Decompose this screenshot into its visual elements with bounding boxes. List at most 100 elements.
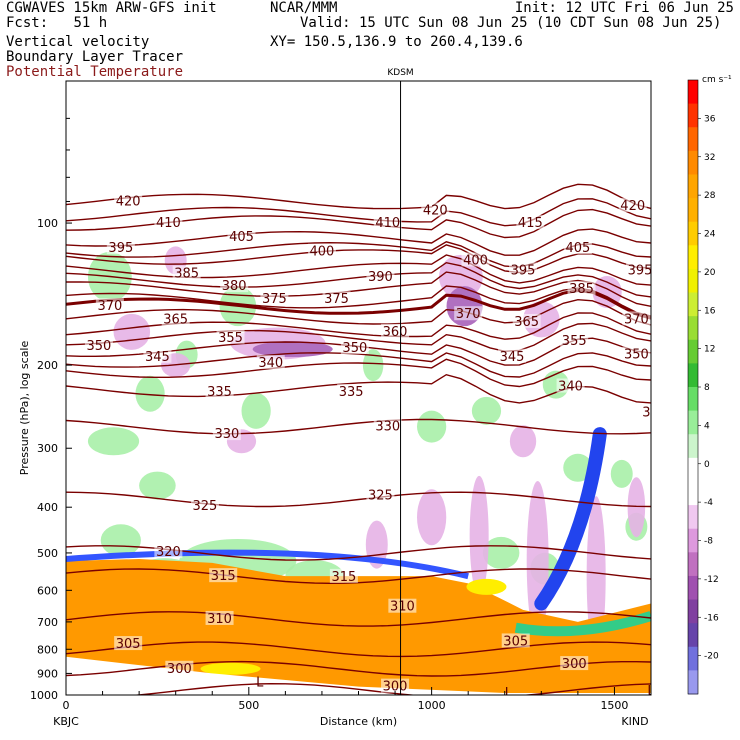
valid-time: Valid: 15 UTC Sun 08 Jun 25 (10 CDT Sun … <box>300 15 722 31</box>
colorbar-segment <box>688 268 698 294</box>
updraft-patch <box>135 375 165 412</box>
endpoint-right-label: KIND <box>621 715 648 728</box>
isentrope-300 <box>66 660 651 677</box>
field-potential-temperature: Potential Temperature <box>6 64 184 80</box>
colorbar-tick-label: 0 <box>704 460 710 470</box>
low-marker: L <box>256 676 264 691</box>
colorbar-segment <box>688 410 698 435</box>
theta-label-bg <box>454 306 483 321</box>
isentrope-380 <box>66 271 651 307</box>
y-tick-label: 400 <box>37 501 58 514</box>
colorbar-unit: cm s⁻¹ <box>702 75 732 85</box>
downdraft-patch <box>113 313 151 350</box>
theta-label: 370 <box>624 312 649 327</box>
isentrope-405 <box>66 228 651 256</box>
theta-label-bg <box>216 329 245 344</box>
colorbar-tick-label: 28 <box>704 191 716 201</box>
updraft-patch <box>241 392 271 429</box>
theta-label-bg <box>205 383 234 398</box>
theta-label: 335 <box>207 385 232 400</box>
theta-label-bg <box>563 240 592 255</box>
theta-label: 320 <box>156 545 181 560</box>
tracer-edge <box>66 549 469 580</box>
theta-label: 405 <box>229 230 254 245</box>
theta-label-bg <box>161 311 190 326</box>
theta-label: 315 <box>211 569 236 584</box>
colorbar-segment <box>688 221 698 246</box>
updraft-patch <box>417 410 447 443</box>
downdraft-patch <box>509 425 537 458</box>
terrain <box>66 656 651 695</box>
isentrope-370 <box>66 288 651 320</box>
theta-label: 390 <box>368 270 393 285</box>
low-marker: L <box>505 686 513 701</box>
theta-label-bg <box>622 346 651 361</box>
plot-fields: 420 420 420 410 410 415 395 405 400 400 405 395 385 3… <box>66 183 651 701</box>
cross-section-xy: XY= 150.5,136.9 to 260.4,139.6 <box>270 34 523 50</box>
theta-label: 300 <box>562 657 587 672</box>
colorbar-segment <box>688 292 698 317</box>
isentrope-415 <box>66 198 651 227</box>
theta-label-bg <box>373 418 402 433</box>
isentrope-420 <box>66 183 651 210</box>
theta-label: 350 <box>86 339 111 354</box>
theta-label-bg <box>337 383 366 398</box>
colorbar-segment <box>688 103 698 128</box>
updraft-patch <box>610 459 633 488</box>
theta-label: 365 <box>514 315 539 330</box>
colorbar-tick-label: -4 <box>704 498 713 508</box>
x-axis-label: Distance (km) <box>320 715 397 728</box>
isentrope-345 <box>66 352 651 378</box>
downdraft-patch <box>627 477 646 538</box>
theta-label: 410 <box>156 216 181 231</box>
theta-label: 325 <box>368 489 393 504</box>
colorbar-tick-label: 16 <box>704 306 716 316</box>
colorbar-segment <box>688 127 698 152</box>
colorbar-segment <box>688 457 698 482</box>
theta-label: 310 <box>390 600 415 615</box>
y-axis-label: Pressure (hPa), log scale <box>18 341 31 476</box>
theta-label: 345 <box>500 350 525 365</box>
y-tick-label: 700 <box>37 616 58 629</box>
theta-label-bg <box>227 228 256 243</box>
theta-label: 340 <box>558 380 583 395</box>
theta-label-bg <box>373 215 402 230</box>
theta-label: 325 <box>193 499 218 514</box>
theta-label-bg <box>366 268 395 283</box>
colorbar-tick-label: 4 <box>704 421 710 431</box>
theta-label: 340 <box>258 356 283 371</box>
theta-label-bg <box>205 610 234 625</box>
theta-label-bg <box>143 348 172 363</box>
theta-label: 395 <box>511 263 536 278</box>
colorbar-segment <box>688 174 698 199</box>
theta-label-bg <box>381 678 410 693</box>
colorbar-segment <box>688 528 698 553</box>
colorbar-segment <box>688 150 698 175</box>
endpoint-left-label: KBJC <box>53 715 79 728</box>
colorbar-segment <box>688 575 698 601</box>
theta-label: 335 <box>339 385 364 400</box>
colorbar-segment <box>688 339 698 364</box>
theta-label-bg <box>366 487 395 502</box>
updraft-patch <box>471 396 502 425</box>
colorbar-segment <box>688 646 698 671</box>
updraft-patch <box>87 427 140 456</box>
theta-label-bg <box>190 498 219 513</box>
theta-label-bg <box>114 193 143 208</box>
colorbar-tick-label: -12 <box>704 575 719 585</box>
isentrope-355 <box>66 322 651 353</box>
tracer-yellow <box>200 662 261 675</box>
theta-label: 420 <box>116 194 141 209</box>
isentrope-295 <box>130 682 651 695</box>
theta-label-bg <box>154 215 183 230</box>
downdraft-patch <box>523 301 560 338</box>
x-tick-label: 0 <box>63 699 70 712</box>
theta-label: 345 <box>145 350 170 365</box>
init-time: Init: 12 UTC Fri 06 Jun 25 <box>514 0 734 16</box>
isentrope-375 <box>66 285 651 317</box>
theta-label-bg <box>461 252 490 267</box>
station-marker-label: KDSM <box>387 68 413 78</box>
theta-label-bg <box>498 348 527 363</box>
colorbar-tick-label: 12 <box>704 345 715 355</box>
theta-label-bg <box>560 656 589 671</box>
